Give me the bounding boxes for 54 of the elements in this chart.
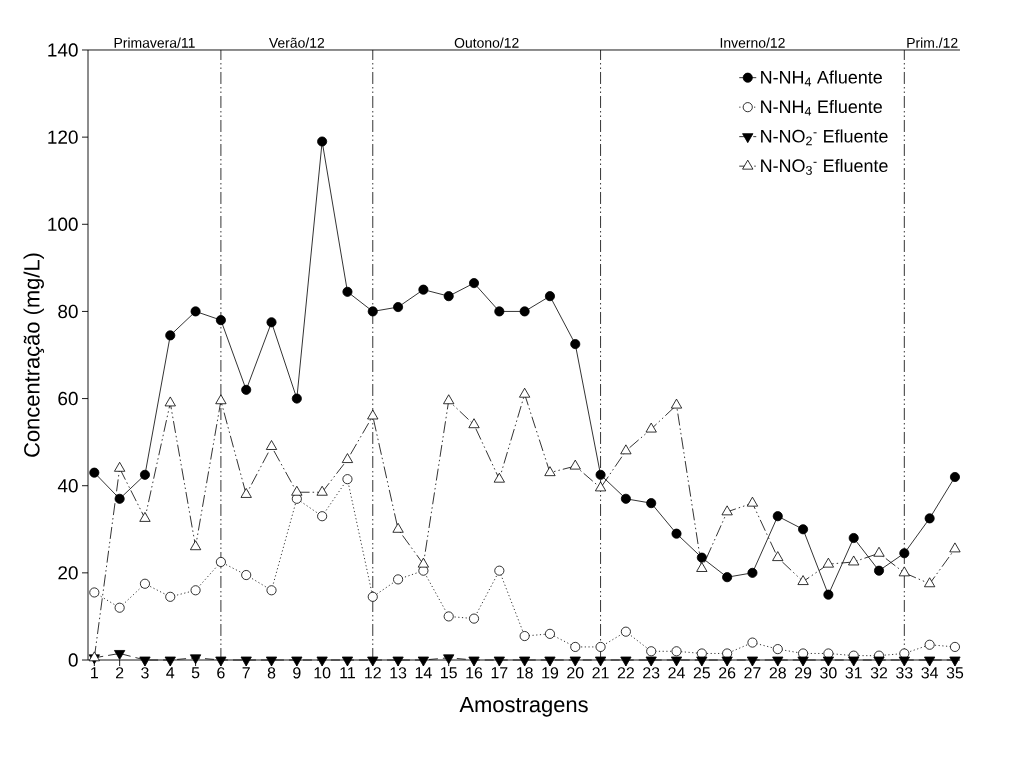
x-tick-label: 7 (242, 667, 250, 679)
x-tick-label: 35 (946, 667, 964, 679)
y-tick-label: 100 (48, 217, 78, 231)
text: Prim./12 (907, 37, 958, 48)
x-tick-label: 26 (719, 667, 736, 679)
x-tick-label: 25 (693, 667, 711, 679)
x-tick-label: 30 (820, 667, 837, 679)
x-tick-label: 4 (166, 667, 175, 679)
x-tick-label: 27 (744, 667, 761, 679)
legend-label: N-NO$_{2}$$^{-}$ Efluente (761, 129, 888, 146)
text: Outono/12 (454, 37, 519, 48)
x-tick-label: 34 (921, 667, 939, 679)
x-tick-label: 32 (870, 667, 888, 679)
x-tick-label: 11 (340, 667, 355, 679)
x-tick-label: 9 (293, 667, 301, 679)
y-tick-label: 140 (48, 43, 78, 57)
x-axis-title: Amostragens (459, 697, 588, 717)
x-tick-label: 13 (390, 667, 407, 679)
x-tick-label: 21 (592, 667, 609, 679)
x-tick-label: 24 (668, 667, 685, 679)
x-tick-label: 1 (91, 667, 98, 679)
x-tick-label: 31 (845, 667, 862, 679)
y-tick-label: 40 (57, 479, 78, 493)
x-tick-label: 10 (314, 667, 331, 679)
y-tick-label: 60 (58, 391, 78, 406)
x-tick-label: 2 (116, 667, 124, 679)
x-tick-label: 18 (516, 667, 533, 679)
text: Primavera/11 (114, 37, 195, 48)
x-tick-label: 33 (896, 667, 913, 679)
y-tick-label: 80 (58, 304, 78, 319)
y-tick-label: 120 (48, 130, 78, 144)
x-tick-label: 12 (365, 667, 381, 679)
x-tick-label: 22 (617, 667, 634, 679)
x-tick-label: 28 (769, 667, 786, 679)
x-tick-label: 3 (141, 667, 149, 679)
x-tick-label: 16 (466, 667, 483, 679)
y-tick-label: 0 (68, 653, 78, 667)
x-tick-label: 14 (415, 667, 432, 679)
x-tick-label: 6 (217, 667, 225, 679)
y-axis-title: Concentração (mg/L) (23, 253, 45, 457)
text: Verão/12 (268, 37, 325, 48)
text: Inverno/12 (720, 37, 785, 48)
legend-label: N-NH$_{4}$ Efluente (761, 99, 882, 116)
x-tick-label: 29 (795, 667, 812, 679)
x-tick-label: 17 (491, 667, 508, 679)
x-tick-label: 5 (191, 667, 200, 679)
legend-label: N-NO$_{3}$$^{-}$ Efluente (761, 158, 888, 175)
x-tick-label: 19 (542, 667, 559, 679)
x-tick-label: 15 (441, 667, 457, 679)
y-tick-label: 20 (58, 566, 78, 580)
x-tick-label: 8 (267, 667, 276, 679)
legend-label: N-NH$_{4}$ Afluente (761, 70, 882, 87)
x-tick-label: 20 (567, 667, 584, 679)
x-tick-label: 23 (643, 667, 660, 679)
